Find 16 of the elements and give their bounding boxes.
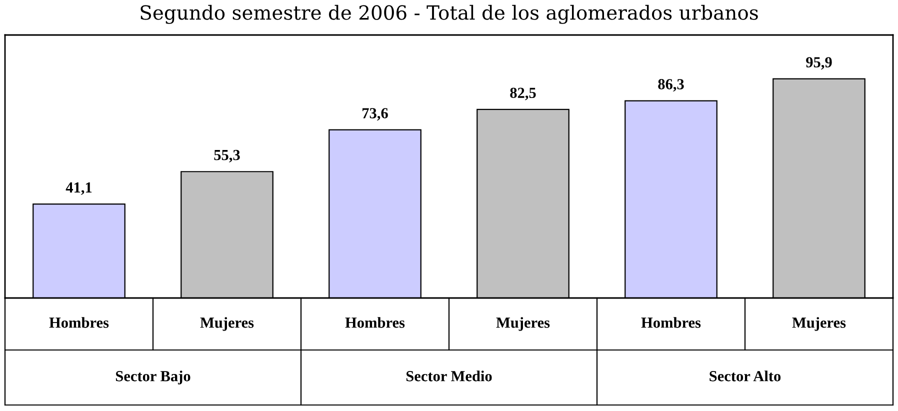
- text: Sector Medio: [406, 370, 492, 382]
- x-tick-label: Mujeres: [496, 317, 550, 331]
- data-label: 82,5: [510, 88, 536, 100]
- data-label: 55,3: [214, 150, 240, 162]
- data-label: 73,6: [362, 108, 388, 121]
- x-tick-label: Hombres: [641, 317, 701, 328]
- x-tick-label: Mujeres: [792, 317, 846, 331]
- data-label: 41,1: [66, 182, 92, 195]
- data-label: 86,3: [658, 79, 684, 92]
- data-label: 95,9: [806, 57, 832, 70]
- chart-title: Segundo semestre de 2006 - Total de los aglomerados urbanos: [140, 4, 758, 24]
- x-tick-label: Mujeres: [200, 317, 254, 331]
- text: Sector Bajo: [116, 370, 190, 384]
- x-tick-label: Hombres: [345, 317, 405, 328]
- text: Sector Alto: [710, 370, 781, 382]
- x-tick-label: Hombres: [49, 317, 109, 328]
